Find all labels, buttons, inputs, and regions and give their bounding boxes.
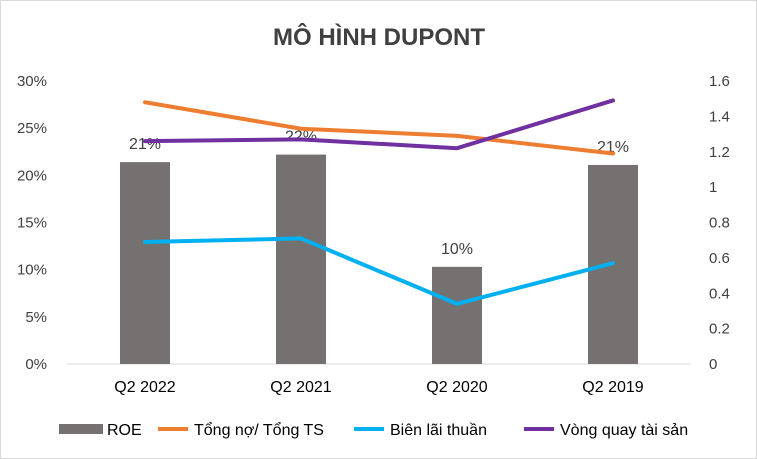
chart-title: MÔ HÌNH DUPONT bbox=[273, 23, 485, 51]
legend-label: Tổng nợ/ Tổng TS bbox=[194, 421, 324, 439]
roe-bar bbox=[120, 162, 170, 364]
y-left-tick-label: 25% bbox=[17, 120, 47, 137]
x-tick-label: Q2 2022 bbox=[114, 379, 175, 396]
y-right-tick-label: 0.2 bbox=[709, 321, 730, 338]
legend-swatch-bar bbox=[59, 424, 103, 434]
y-left-tick-label: 5% bbox=[25, 309, 47, 326]
roe-data-label: 10% bbox=[441, 241, 473, 258]
legend-label: ROE bbox=[107, 422, 142, 439]
y-right-tick-label: 1.2 bbox=[709, 144, 730, 161]
y-left-tick-label: 20% bbox=[17, 167, 47, 184]
y-right-tick-label: 0.4 bbox=[709, 285, 730, 302]
legend-label: Biên lãi thuần bbox=[390, 422, 487, 439]
series-line bbox=[143, 98, 615, 151]
x-tick-label: Q2 2020 bbox=[426, 379, 487, 396]
roe-data-label: 21% bbox=[129, 136, 161, 153]
plot-area: 0% 5% 10% 15% 20% 25% 30% 0 0.2 0.4 0.6 0.8 1 1.2 1.4 1… bbox=[17, 73, 730, 396]
legend: ROE Tổng nợ/ Tổng TS Biên lãi thuần Vòng qu… bbox=[59, 421, 688, 439]
y-left-tick-label: 10% bbox=[17, 262, 47, 279]
roe-bar bbox=[432, 266, 482, 364]
y-right-tick-label: 1 bbox=[709, 179, 717, 196]
series-line bbox=[143, 236, 615, 306]
series-line bbox=[143, 100, 615, 156]
legend-label: Vòng quay tài sản bbox=[560, 422, 688, 439]
y-left-tick-label: 30% bbox=[17, 73, 47, 90]
roe-bar bbox=[276, 154, 326, 364]
y-right-tick-label: 1.6 bbox=[709, 73, 730, 90]
y-right-tick-label: 0.8 bbox=[709, 215, 730, 232]
y-left-tick-label: 0% bbox=[25, 356, 47, 373]
x-tick-label: Q2 2021 bbox=[270, 379, 331, 396]
y-left-tick-label: 15% bbox=[17, 215, 47, 232]
y-right-tick-label: 0 bbox=[709, 356, 717, 373]
y-right-tick-label: 1.4 bbox=[709, 108, 730, 125]
y-right-tick-label: 0.6 bbox=[709, 250, 730, 267]
x-tick-label: Q2 2019 bbox=[582, 379, 643, 396]
